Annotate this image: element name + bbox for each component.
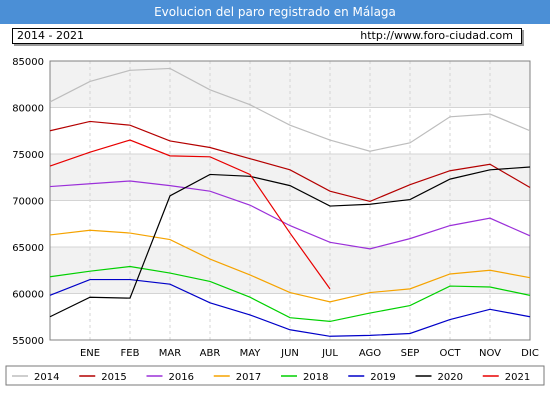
y-tick-label: 75000 bbox=[12, 150, 44, 161]
y-tick-label: 65000 bbox=[12, 243, 44, 254]
series-line-2019 bbox=[49, 278, 531, 337]
x-tick-label: ENE bbox=[80, 348, 100, 359]
legend-label-2018: 2018 bbox=[303, 372, 328, 383]
x-tick-label: OCT bbox=[440, 348, 462, 359]
x-tick-label: ABR bbox=[200, 348, 221, 359]
series-line-2016 bbox=[49, 180, 531, 250]
legend-label-2017: 2017 bbox=[236, 372, 261, 383]
x-tick-label: AGO bbox=[359, 348, 381, 359]
legend-label-2019: 2019 bbox=[370, 372, 395, 383]
legend-label-2015: 2015 bbox=[101, 372, 126, 383]
series-line-2021 bbox=[49, 139, 331, 290]
y-tick-label: 70000 bbox=[12, 197, 44, 208]
series-line-2015 bbox=[49, 120, 531, 203]
legend-box bbox=[5, 365, 545, 386]
series-line-2017 bbox=[49, 229, 531, 303]
x-tick-label: MAY bbox=[240, 348, 262, 359]
series-line-2018 bbox=[49, 265, 531, 323]
x-tick-label: DIC bbox=[521, 348, 539, 359]
plot-border bbox=[49, 60, 531, 341]
x-tick-label: JUN bbox=[280, 348, 299, 359]
legend-label-2020: 2020 bbox=[438, 372, 463, 383]
x-tick-label: FEB bbox=[121, 348, 140, 359]
legend-label-2016: 2016 bbox=[169, 372, 194, 383]
y-tick-label: 60000 bbox=[12, 290, 44, 301]
site-url: http://www.foro-ciudad.com bbox=[360, 29, 513, 42]
info-box: 2014 - 2021 http://www.foro-ciudad.com bbox=[12, 28, 522, 44]
y-tick-label: 80000 bbox=[12, 104, 44, 115]
y-tick-label: 55000 bbox=[12, 336, 44, 347]
x-tick-label: NOV bbox=[479, 348, 501, 359]
y-tick-label: 85000 bbox=[12, 57, 44, 68]
x-tick-label: SEP bbox=[401, 348, 420, 359]
legend-label-2021: 2021 bbox=[505, 372, 530, 383]
series-line-2014 bbox=[49, 67, 531, 152]
chart-title: Evolucion del paro registrado en Málaga bbox=[0, 0, 550, 24]
x-tick-label: MAR bbox=[159, 348, 181, 359]
year-range: 2014 - 2021 bbox=[17, 29, 84, 42]
x-tick-label: JUL bbox=[321, 348, 338, 359]
series-line-2020 bbox=[49, 166, 531, 318]
legend: 2014 2015 2016 2017 2018 2019 2020 2021 bbox=[5, 365, 545, 386]
legend-label-2014: 2014 bbox=[34, 372, 59, 383]
